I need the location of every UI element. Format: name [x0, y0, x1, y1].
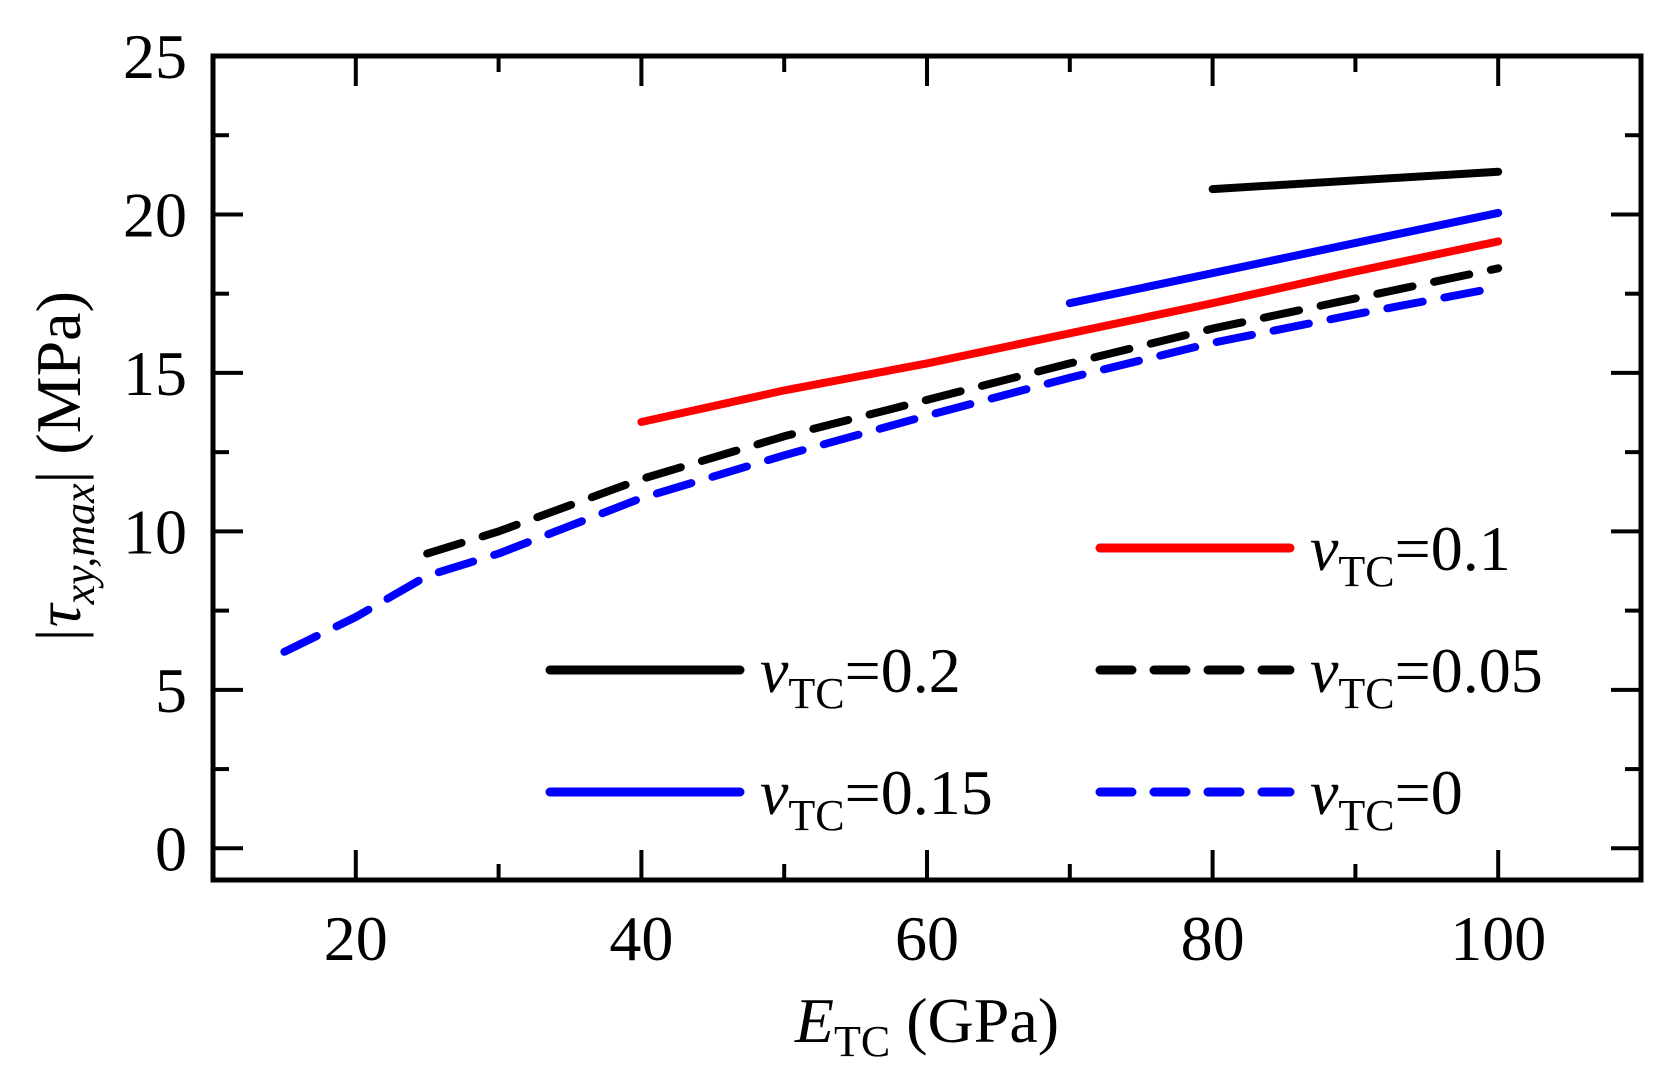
legend-symbol: v — [1310, 757, 1339, 828]
legend-value: =0.1 — [1395, 513, 1511, 584]
y-tick-label: 10 — [123, 496, 187, 567]
y-axis-subscript: xy,max — [55, 483, 104, 605]
series-line-2 — [637, 237, 1503, 426]
legend-value: =0.05 — [1395, 635, 1543, 706]
legend-symbol: v — [1310, 635, 1339, 706]
y-tick-label: 15 — [123, 338, 187, 409]
x-tick-label: 80 — [1181, 903, 1245, 974]
x-axis-symbol: E — [794, 985, 834, 1056]
legend-label-1: vTC=0.2 — [760, 635, 961, 718]
legend-subscript: TC — [1338, 791, 1394, 840]
legend-label-3: vTC=0.15 — [760, 757, 993, 840]
y-tick-label: 25 — [123, 21, 187, 92]
x-tick-label: 40 — [609, 903, 673, 974]
x-tick-label: 100 — [1450, 903, 1546, 974]
series-line-4 — [280, 283, 1503, 656]
legend-subscript: TC — [788, 791, 844, 840]
legend-symbol: v — [760, 635, 789, 706]
legend-label-0: vTC=0.1 — [1310, 513, 1511, 596]
legend-value: =0.15 — [845, 757, 993, 828]
legend-value: =0.2 — [845, 635, 961, 706]
legend-label-4: vTC=0 — [1310, 757, 1463, 840]
legend-label-2: vTC=0.05 — [1310, 635, 1543, 718]
legend-subscript: TC — [1338, 669, 1394, 718]
y-tick-label: 0 — [155, 813, 187, 884]
series-line-1 — [1065, 208, 1503, 308]
x-axis-unit: (GPa) — [890, 985, 1059, 1056]
legend-symbol: v — [760, 757, 789, 828]
legend-subscript: TC — [1338, 547, 1394, 596]
x-axis-subscript: TC — [834, 1017, 890, 1066]
x-axis-title: ETC (GPa) — [794, 985, 1059, 1066]
y-tick-label: 5 — [155, 655, 187, 726]
series-line-0 — [1208, 167, 1503, 194]
y-tick-label: 20 — [123, 179, 187, 250]
y-axis-symbol: |τ — [23, 602, 94, 645]
y-axis-unit: | (MPa) — [23, 291, 94, 483]
legend-symbol: v — [1310, 513, 1339, 584]
series-line-3 — [423, 264, 1503, 558]
legend-value: =0 — [1395, 757, 1463, 828]
legend-subscript: TC — [788, 669, 844, 718]
series-layer — [280, 167, 1503, 656]
y-axis-title: |τxy,max| (MPa) — [23, 291, 104, 645]
x-tick-label: 60 — [895, 903, 959, 974]
x-tick-label: 20 — [324, 903, 388, 974]
